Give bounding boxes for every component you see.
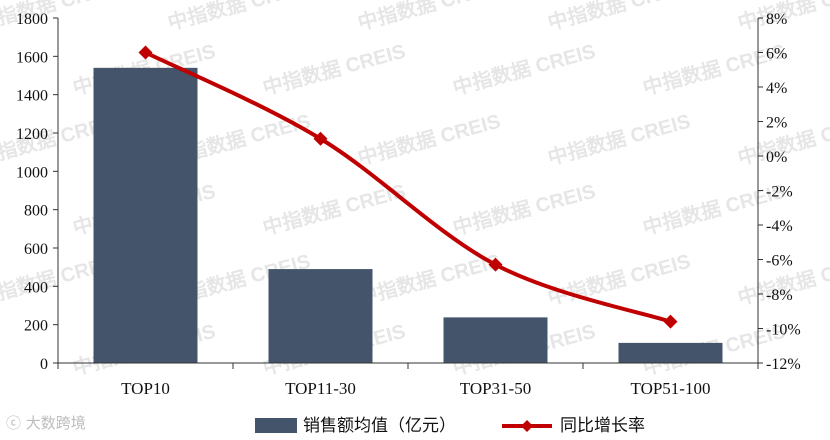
category-labels: TOP10 TOP11-30 TOP31-50 TOP51-100 xyxy=(121,379,710,398)
right-tick-label: 0% xyxy=(766,149,787,166)
left-tick-label: 1200 xyxy=(16,126,48,143)
bar-series xyxy=(93,67,723,363)
watermark-text: 中指数据 CREIS xyxy=(355,109,503,170)
category-label: TOP10 xyxy=(121,379,170,398)
left-tick-label: 800 xyxy=(24,203,48,220)
right-tick-label: -6% xyxy=(766,253,793,270)
legend-bar-label: 销售额均值（亿元） xyxy=(303,416,456,435)
right-tick-label: 6% xyxy=(766,46,787,63)
watermark-text: 中指数据 CREIS xyxy=(355,0,503,35)
legend: 销售额均值（亿元） 同比增长率 xyxy=(255,416,645,435)
left-tick-label: 0 xyxy=(40,356,48,373)
left-tick-label: 1400 xyxy=(16,88,48,105)
watermark-text: 中指数据 CREIS xyxy=(545,249,693,310)
left-tick-label: 200 xyxy=(24,318,48,335)
right-tick-label: 8% xyxy=(766,11,787,28)
corner-mark: ⓒ 大数跨境 xyxy=(6,412,86,433)
bar xyxy=(93,67,198,363)
right-tick-label: -8% xyxy=(766,287,793,304)
growth-rate-point xyxy=(138,45,153,60)
right-tick-label: -10% xyxy=(766,322,801,339)
legend-line-marker xyxy=(521,420,533,432)
right-tick-label: -2% xyxy=(766,184,793,201)
legend-bar-swatch xyxy=(255,418,297,433)
left-tick-label: 1800 xyxy=(16,11,48,28)
left-tick-label: 1000 xyxy=(16,164,48,181)
growth-rate-point xyxy=(488,257,503,272)
watermark-text: 中指数据 CREIS xyxy=(545,109,693,170)
category-label: TOP31-50 xyxy=(460,379,531,398)
watermark-text: 中指数据 CREIS xyxy=(165,0,313,35)
watermark-text: 中指数据 CREIS xyxy=(260,39,408,100)
right-axis-ticks: -12% -10% -8% -6% -4% -2% 0% 2% 4% 6% 8% xyxy=(758,11,801,373)
growth-rate-point xyxy=(313,131,328,146)
left-axis-ticks: 0 200 400 600 800 1000 1200 1400 1600 1800 xyxy=(16,11,58,373)
watermark-text: 中指数据 CREIS xyxy=(450,179,598,240)
left-tick-label: 1600 xyxy=(16,49,48,66)
right-tick-label: 4% xyxy=(766,80,787,97)
left-tick-label: 400 xyxy=(24,279,48,296)
growth-rate-point xyxy=(663,314,678,329)
growth-rate-line xyxy=(144,50,672,324)
line-series xyxy=(138,45,678,329)
bar xyxy=(443,317,548,363)
watermark-text: 中指数据 CREIS xyxy=(450,39,598,100)
right-tick-label: -4% xyxy=(766,218,793,235)
legend-line-label: 同比增长率 xyxy=(560,416,645,435)
left-tick-label: 600 xyxy=(24,241,48,258)
category-label: TOP11-30 xyxy=(285,379,356,398)
corner-mark-text: 大数跨境 xyxy=(25,414,86,432)
bar xyxy=(618,342,723,363)
category-label: TOP51-100 xyxy=(631,379,711,398)
right-tick-label: -12% xyxy=(766,356,801,373)
watermark-text: 中指数据 CREIS xyxy=(545,0,693,35)
right-tick-label: 2% xyxy=(766,115,787,132)
corner-logo-icon: ⓒ xyxy=(6,414,22,432)
bar xyxy=(268,269,373,363)
